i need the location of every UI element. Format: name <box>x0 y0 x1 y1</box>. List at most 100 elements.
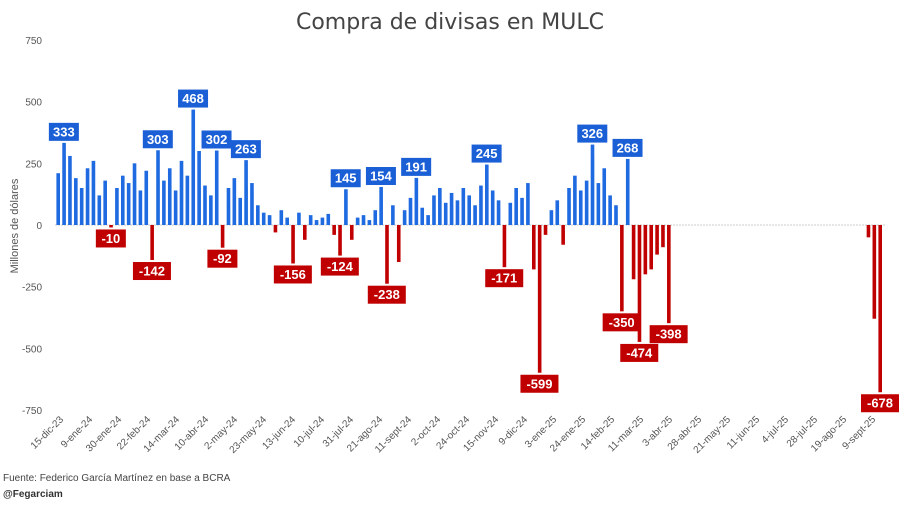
bar <box>361 215 366 225</box>
bar <box>374 215 376 225</box>
bar <box>631 225 636 280</box>
bar <box>281 213 283 225</box>
data-label: 191 <box>405 159 427 174</box>
bar <box>216 195 218 225</box>
chart-title: Compra de divisas en MULC <box>295 10 604 35</box>
bar <box>187 195 189 225</box>
bar <box>205 198 207 225</box>
y-tick-label: 250 <box>25 159 42 170</box>
bar <box>68 155 72 225</box>
data-label: 268 <box>617 140 639 155</box>
bar <box>109 225 113 228</box>
bar <box>379 187 383 225</box>
bar <box>82 206 84 225</box>
bar <box>497 213 499 225</box>
data-label: -171 <box>491 271 517 286</box>
bar <box>128 208 130 225</box>
data-label-box <box>330 169 361 188</box>
bar <box>649 225 654 270</box>
data-label-box <box>649 325 688 344</box>
bar <box>368 222 370 225</box>
bar <box>157 195 159 225</box>
bar <box>369 221 371 225</box>
bar <box>620 225 624 312</box>
data-label-box <box>48 122 79 141</box>
data-label: -124 <box>327 259 354 274</box>
data-label-box <box>401 157 432 176</box>
data-label-box <box>861 394 899 413</box>
bar <box>380 207 382 225</box>
data-label: -474 <box>626 345 653 360</box>
bar <box>229 206 231 225</box>
data-label: 333 <box>53 124 75 139</box>
bar <box>439 208 441 225</box>
bar <box>338 225 342 256</box>
bar <box>440 199 442 225</box>
bar <box>552 217 553 225</box>
bar <box>586 204 588 225</box>
y-tick-label: -500 <box>22 344 42 355</box>
bar <box>591 177 593 225</box>
bar <box>521 207 523 225</box>
bar <box>409 212 411 225</box>
bar <box>129 200 131 225</box>
bar <box>145 200 147 225</box>
data-label: 245 <box>476 146 498 161</box>
bar <box>434 209 436 225</box>
bar <box>479 185 483 225</box>
bar <box>603 195 605 225</box>
bar <box>628 185 630 225</box>
bar <box>327 218 329 225</box>
bar <box>210 207 212 225</box>
bar <box>581 207 583 225</box>
bar <box>510 211 512 225</box>
source-note: Fuente: Federico García Martínez en base… <box>3 473 231 484</box>
bar <box>63 176 65 225</box>
bar <box>568 210 570 225</box>
bar <box>298 217 300 225</box>
bar <box>362 221 364 225</box>
bar <box>291 225 295 264</box>
bar <box>169 188 171 225</box>
bar <box>481 201 483 225</box>
bar <box>234 193 236 225</box>
bar <box>615 216 617 225</box>
bar <box>56 173 60 225</box>
bar <box>323 219 325 225</box>
bar <box>141 207 142 225</box>
bar <box>433 205 435 225</box>
bar <box>391 205 395 225</box>
bar <box>416 184 418 225</box>
bar <box>375 217 377 225</box>
bar <box>245 199 247 225</box>
bar <box>115 188 119 225</box>
bar <box>357 220 359 225</box>
y-tick-label: -250 <box>22 283 42 294</box>
bar <box>133 192 135 225</box>
bar <box>85 168 90 225</box>
bar <box>175 209 177 225</box>
data-label: 145 <box>335 171 357 186</box>
bar <box>199 187 201 225</box>
data-label-box <box>207 249 238 268</box>
bar <box>246 186 248 225</box>
bar <box>204 207 206 225</box>
bar <box>286 220 288 225</box>
bar <box>415 197 417 225</box>
bar <box>176 201 178 225</box>
bar <box>493 207 495 225</box>
bar <box>458 206 460 225</box>
bar <box>597 208 599 225</box>
bar <box>252 192 254 225</box>
x-tick-label: 15-dic-23 <box>29 414 67 452</box>
bar <box>104 201 106 225</box>
bar <box>64 155 66 225</box>
data-label-box <box>367 285 406 304</box>
bar <box>515 205 517 225</box>
data-label-box <box>520 374 559 393</box>
bar <box>58 189 60 225</box>
bar <box>528 196 530 225</box>
bar <box>239 209 241 225</box>
data-label-box <box>612 138 643 157</box>
bar <box>555 200 560 225</box>
